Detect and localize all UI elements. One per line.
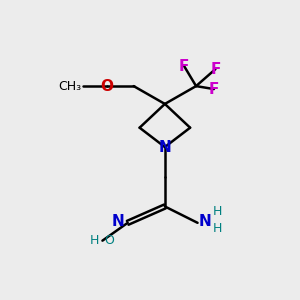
Text: N: N [158, 140, 171, 154]
Text: N: N [111, 214, 124, 229]
Text: O: O [100, 79, 113, 94]
Text: F: F [209, 82, 219, 97]
Text: CH₃: CH₃ [58, 80, 82, 93]
Text: H: H [213, 205, 222, 218]
Text: N: N [199, 214, 212, 229]
Text: H: H [90, 234, 100, 247]
Text: H: H [213, 222, 222, 235]
Text: O: O [104, 234, 114, 247]
Text: F: F [179, 59, 189, 74]
Text: F: F [210, 62, 220, 77]
